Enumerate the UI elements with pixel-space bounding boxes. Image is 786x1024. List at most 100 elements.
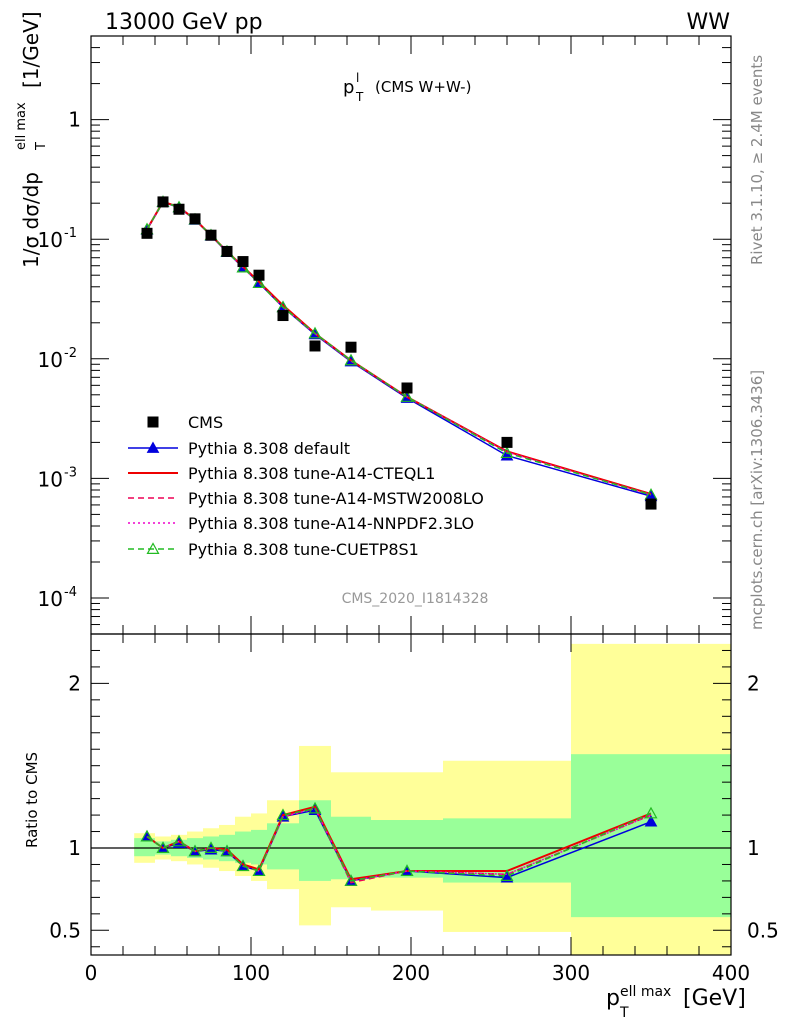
cms-point [401, 382, 413, 394]
main-series [140, 195, 658, 510]
point-cuetp8s1 [500, 446, 514, 459]
svg-text:[GeV]: [GeV] [683, 986, 746, 1011]
header-left: 13000 GeV pp [105, 10, 263, 35]
point-cuetp8s1 [400, 390, 414, 402]
cms-point [309, 340, 321, 352]
cms-point [157, 196, 169, 208]
cms-point [277, 310, 289, 322]
svg-text:T: T [34, 142, 49, 151]
legend-label-cuetp8s1: Pythia 8.308 tune-CUETP8S1 [188, 540, 419, 559]
ratio-tick-label: 2 [68, 671, 81, 695]
legend-item-cuetp8s1: Pythia 8.308 tune-CUETP8S1 [128, 540, 419, 559]
legend-marker-cms [147, 416, 159, 428]
ratio-point-cuetp8s1 [220, 844, 234, 857]
ratio-tick-label-right: 0.5 [747, 918, 779, 942]
y-tick-label-exponent: -1 [64, 226, 77, 241]
ratio-point-cuetp8s1 [644, 806, 658, 819]
legend-label-cteql1: Pythia 8.308 tune-A14-CTEQL1 [188, 464, 435, 483]
analysis-label: CMS_2020_I1814328 [342, 591, 489, 607]
x-tick-label: 300 [552, 961, 590, 985]
svg-text:ell max: ell max [14, 102, 29, 150]
cms-point [173, 203, 185, 215]
y-axis-label-pre: 1/σ dσ/dp [19, 172, 43, 268]
header-right: WW [686, 10, 730, 35]
cms-point [189, 213, 201, 225]
x-axis-label-post: [GeV] [683, 986, 746, 1011]
svg-text:1/σ dσ/dp: 1/σ dσ/dp [19, 172, 43, 268]
point-cuetp8s1 [308, 326, 322, 339]
cms-point [205, 229, 217, 241]
ratio-axis-label: Ratio to CMS [23, 752, 41, 848]
x-tick-label: 400 [712, 961, 750, 985]
ratio-tick-label-right: 2 [747, 671, 760, 695]
axes: 10-410-310-210 -110.5 0.51 12 20 100 200 300 400 [38, 35, 779, 985]
y-tick-label: 10 [38, 348, 63, 372]
ratio-tick-label: 1 [68, 836, 81, 860]
legend-item-nnpdf: Pythia 8.308 tune-A14-NNPDF2.3LO [128, 514, 474, 533]
ratio-point-cuetp8s1 [236, 859, 250, 872]
ratio-point-cuetp8s1 [156, 841, 170, 854]
svg-text:l: l [356, 71, 359, 85]
x-axis-label-sub: T [619, 1005, 629, 1021]
svg-text:T: T [355, 90, 364, 104]
x-axis-label: p ell max T [GeV] [606, 984, 746, 1021]
ratio-point-cuetp8s1 [172, 834, 186, 847]
x-tick-label: 100 [232, 961, 270, 985]
y-axis-label: 1/σ dσ/dp ell max T [1/GeV] [14, 11, 49, 268]
ratio-point-cuetp8s1 [344, 874, 358, 886]
ratio-point-cuetp8s1 [204, 841, 218, 854]
ratio-point-cuetp8s1 [400, 864, 414, 877]
y-tick-label-exponent: -4 [64, 585, 77, 600]
ratio-point-cuetp8s1 [140, 829, 154, 842]
ratio-band-inner [267, 823, 299, 870]
ratio-band-inner [251, 829, 267, 865]
legend: CMS Pythia 8.308 default Pythia 8.308 tune… [128, 413, 484, 559]
ratio-point-cuetp8s1 [276, 808, 290, 821]
legend-marker-default [146, 441, 160, 453]
x-axis-label-main: p [606, 986, 620, 1011]
ratio-point-cuetp8s1 [188, 844, 202, 857]
ratio-point-cuetp8s1 [308, 801, 322, 814]
cms-point [645, 498, 657, 510]
legend-item-cteql1: Pythia 8.308 tune-A14-CTEQL1 [128, 464, 435, 483]
y-tick-label-exponent: -2 [64, 346, 77, 361]
point-cuetp8s1 [344, 353, 358, 366]
cms-point [221, 245, 233, 257]
y-tick-label: 10 [38, 587, 63, 611]
y-axis-label-sup: ell max [14, 102, 29, 150]
y-tick-label-exponent: -3 [64, 465, 77, 480]
rivet-label: Rivet 3.1.10, ≥ 2.4M events [748, 55, 766, 265]
ratio-bands [91, 643, 731, 955]
x-tick-label: 0 [85, 961, 98, 985]
svg-text:p: p [606, 986, 620, 1011]
legend-label-nnpdf: Pythia 8.308 tune-A14-NNPDF2.3LO [188, 514, 474, 533]
y-axis-label-sub: T [34, 142, 49, 151]
svg-text:(CMS W+W-): (CMS W+W-) [375, 78, 471, 96]
svg-text:T: T [619, 1005, 629, 1021]
cms-point [501, 436, 513, 448]
plot-title-main: p [343, 77, 354, 98]
plot-title-suffix: (CMS W+W-) [375, 78, 471, 96]
legend-label-default: Pythia 8.308 default [188, 439, 350, 458]
legend-label-cms: CMS [188, 413, 223, 432]
ratio-tick-label-right: 1 [747, 836, 760, 860]
ratio-tick-label: 0.5 [49, 918, 81, 942]
legend-item-cms: CMS [147, 413, 223, 432]
cms-point [253, 269, 265, 281]
point-cuetp8s1 [252, 276, 266, 289]
ratio-band-inner [235, 831, 251, 863]
plot-title: p l T (CMS W+W-) [343, 71, 471, 104]
svg-text:ell max: ell max [620, 984, 671, 1000]
cms-point [345, 341, 357, 353]
y-tick-label: 10 [38, 228, 63, 252]
legend-label-mstw: Pythia 8.308 tune-A14-MSTW2008LO [188, 489, 484, 508]
ratio-point-cuetp8s1 [500, 869, 514, 881]
ratio-point-cuetp8s1 [252, 864, 266, 877]
legend-marker-cuetp8s1 [146, 542, 160, 555]
svg-text:[1/GeV]: [1/GeV] [19, 11, 43, 88]
y-axis-label-post: [1/GeV] [19, 11, 43, 88]
ratio-band-inner [134, 838, 155, 857]
ratio-point-default [500, 871, 514, 883]
plot-title-sup: l [356, 71, 359, 85]
